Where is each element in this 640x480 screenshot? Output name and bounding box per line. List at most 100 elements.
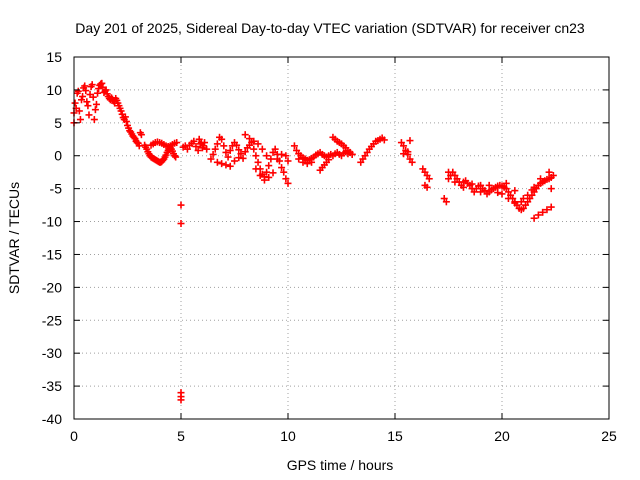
data-point xyxy=(549,171,557,179)
data-point xyxy=(504,195,512,203)
data-point xyxy=(241,131,249,139)
data-point xyxy=(220,142,228,150)
data-point xyxy=(226,162,234,170)
data-point xyxy=(258,145,266,153)
data-point xyxy=(498,190,506,198)
y-tick-label: -10 xyxy=(42,214,62,230)
data-point xyxy=(241,148,249,156)
data-point xyxy=(502,179,510,187)
data-point xyxy=(545,168,553,176)
data-point xyxy=(280,168,288,176)
x-tick-label: 10 xyxy=(280,428,296,444)
data-point xyxy=(284,157,292,165)
data-point xyxy=(207,155,215,163)
data-point xyxy=(282,175,290,183)
data-point xyxy=(442,198,450,206)
data-point xyxy=(267,155,275,163)
data-point xyxy=(102,86,110,94)
x-tick-label: 25 xyxy=(601,428,617,444)
data-point xyxy=(543,206,551,214)
data-point xyxy=(271,145,279,153)
data-point xyxy=(254,158,262,166)
y-tick-label: 10 xyxy=(46,82,62,98)
x-tick-label: 15 xyxy=(387,428,403,444)
x-tick-label: 0 xyxy=(70,428,78,444)
data-point xyxy=(76,116,84,124)
data-point xyxy=(203,145,211,153)
data-point xyxy=(511,199,519,207)
data-point xyxy=(74,87,82,95)
data-point xyxy=(81,82,89,90)
y-tick-label: 5 xyxy=(54,115,62,131)
data-point xyxy=(530,183,538,191)
data-point xyxy=(211,145,219,153)
data-point xyxy=(194,146,202,154)
grid xyxy=(74,57,609,419)
data-point xyxy=(524,191,532,199)
data-point xyxy=(290,142,298,150)
y-tick-label: 0 xyxy=(54,148,62,164)
data-point xyxy=(295,155,303,163)
data-point xyxy=(250,137,258,145)
data-point xyxy=(84,102,92,110)
chart-title: Day 201 of 2025, Sidereal Day-to-day VTE… xyxy=(75,20,585,36)
data-point xyxy=(226,146,234,154)
data-point xyxy=(254,140,262,148)
data-point xyxy=(325,156,333,164)
data-point xyxy=(213,140,221,148)
data-point xyxy=(183,145,191,153)
y-tick-label: -30 xyxy=(42,345,62,361)
data-point xyxy=(171,152,179,160)
data-point xyxy=(177,396,185,404)
y-tick-label: -5 xyxy=(50,181,63,197)
data-point xyxy=(269,169,277,177)
y-tick-label: 15 xyxy=(46,49,62,65)
data-point xyxy=(400,142,408,150)
data-point xyxy=(79,92,87,100)
data-point xyxy=(213,158,221,166)
data-point xyxy=(263,168,271,176)
data-point xyxy=(273,155,281,163)
data-point xyxy=(250,145,258,153)
data-point xyxy=(263,152,271,160)
data-point xyxy=(92,100,100,108)
data-point xyxy=(91,106,99,114)
data-point xyxy=(308,158,316,166)
plot-frame xyxy=(73,56,610,420)
data-point xyxy=(425,175,433,183)
data-point xyxy=(534,211,542,219)
data-point xyxy=(252,152,260,160)
data-point xyxy=(218,160,226,168)
data-point xyxy=(278,150,286,158)
x-axis-label: GPS time / hours xyxy=(287,457,394,473)
data-point xyxy=(517,198,525,206)
data-point xyxy=(235,154,243,162)
data-point xyxy=(90,116,98,124)
data-point xyxy=(94,89,102,97)
data-point xyxy=(260,176,268,184)
data-point xyxy=(222,161,230,169)
x-tick-label: 5 xyxy=(177,428,185,444)
data-point xyxy=(299,158,307,166)
data-point xyxy=(89,93,97,101)
data-point xyxy=(265,162,273,170)
data-point xyxy=(477,188,485,196)
data-point xyxy=(82,87,90,95)
data-point xyxy=(494,189,502,197)
data-point xyxy=(348,150,356,158)
data-point xyxy=(408,158,416,166)
y-tick-label: -15 xyxy=(42,246,62,262)
data-point xyxy=(245,135,253,143)
data-point xyxy=(256,171,264,179)
data-point xyxy=(303,160,311,168)
data-point xyxy=(85,111,93,119)
data-point xyxy=(530,214,538,222)
data-point xyxy=(423,183,431,191)
data-point xyxy=(122,118,130,126)
data-point xyxy=(137,131,145,139)
data-point xyxy=(117,107,125,115)
data-point xyxy=(218,135,226,143)
data-point xyxy=(95,85,103,93)
data-point xyxy=(400,150,408,158)
